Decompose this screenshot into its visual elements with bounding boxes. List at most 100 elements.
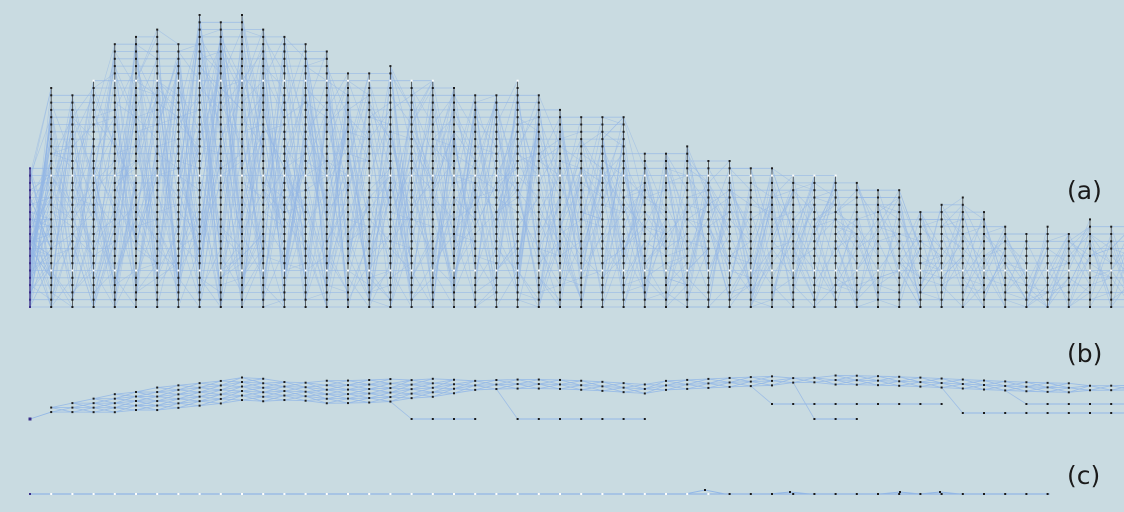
graph-edge	[538, 197, 561, 235]
graph-node	[622, 181, 625, 184]
graph-edge	[432, 160, 455, 191]
graph-node	[559, 284, 561, 287]
graph-edge	[347, 73, 370, 147]
graph-node	[219, 233, 222, 235]
graph-node	[537, 254, 540, 257]
graph-node	[135, 116, 137, 119]
graph-edge	[644, 182, 667, 235]
graph-node	[50, 108, 53, 111]
graph-node	[622, 262, 625, 265]
graph-node	[961, 254, 964, 257]
graph-node	[156, 247, 159, 250]
graph-node	[749, 203, 752, 206]
graph-node	[219, 262, 222, 265]
graph-node	[431, 211, 434, 214]
graph-node	[983, 306, 985, 308]
graph-node	[855, 225, 858, 228]
graph-edge	[538, 131, 561, 271]
graph-edge	[326, 153, 349, 249]
graph-node	[559, 123, 561, 126]
graph-node	[495, 116, 498, 119]
graph-edge	[305, 160, 327, 176]
graph-node	[474, 181, 477, 184]
graph-node	[601, 247, 604, 250]
graph-edge	[580, 168, 603, 278]
graph-node	[219, 203, 222, 206]
graph-edge	[1068, 248, 1091, 286]
graph-node	[368, 72, 371, 75]
graph-node	[71, 291, 74, 294]
graph-edge	[665, 175, 688, 184]
graph-edge	[708, 182, 730, 278]
graph-node	[304, 218, 307, 221]
graph-node	[241, 284, 243, 287]
graph-node	[219, 167, 222, 170]
graph-node	[219, 254, 222, 257]
graph-edge	[135, 80, 158, 96]
graph-node	[113, 138, 116, 141]
graph-edge	[835, 219, 857, 235]
graph-edge	[326, 124, 349, 176]
graph-node	[919, 218, 922, 221]
graph-node	[771, 233, 773, 235]
graph-edge	[708, 168, 730, 205]
graph-edge	[729, 211, 752, 264]
graph-node	[580, 138, 583, 141]
graph-edge	[178, 43, 200, 52]
graph-node	[771, 254, 773, 257]
graph-edge	[368, 182, 391, 308]
graph-edge	[135, 29, 158, 81]
graph-node	[347, 269, 349, 272]
graph-edge	[220, 29, 243, 81]
graph-edge	[29, 197, 52, 286]
graph-node	[771, 269, 773, 272]
graph-node	[431, 284, 434, 287]
graph-node	[643, 174, 646, 177]
graph-node	[622, 306, 625, 308]
graph-node	[92, 225, 95, 228]
graph-node	[325, 225, 328, 228]
graph-node	[1067, 269, 1070, 272]
graph-edge	[284, 95, 306, 176]
graph-node	[707, 196, 710, 199]
graph-edge	[580, 138, 603, 191]
graph-node	[347, 181, 349, 184]
graph-node	[601, 225, 604, 228]
graph-node	[559, 254, 561, 257]
graph-node	[241, 87, 243, 89]
graph-edge	[792, 284, 815, 308]
graph-edge	[877, 233, 900, 242]
graph-edge	[644, 211, 667, 249]
graph-edge	[453, 204, 476, 220]
graph-node	[113, 203, 116, 206]
graph-node	[877, 225, 879, 228]
graph-node	[431, 174, 434, 177]
graph-node	[347, 233, 349, 235]
graph-node	[919, 211, 922, 214]
graph-node	[262, 233, 265, 235]
graph-edge	[1068, 226, 1091, 242]
graph-node	[792, 284, 795, 287]
graph-node	[283, 87, 286, 89]
graph-node	[325, 57, 328, 60]
graph-node	[1046, 254, 1049, 257]
graph-node	[495, 138, 498, 141]
graph-edge	[517, 131, 540, 286]
graph-edge	[29, 233, 52, 242]
graph-edge	[538, 131, 561, 227]
graph-edge	[220, 233, 243, 257]
graph-node	[283, 254, 286, 257]
graph-edge	[50, 168, 73, 293]
graph-node	[347, 87, 349, 89]
graph-edge	[390, 131, 412, 242]
graph-node	[156, 233, 159, 235]
graph-edge	[29, 211, 52, 220]
graph-node	[113, 101, 116, 104]
graph-node	[241, 174, 243, 177]
graph-edge	[877, 270, 900, 279]
graph-edge	[665, 197, 688, 308]
graph-node	[686, 233, 689, 235]
graph-edge	[156, 66, 179, 154]
graph-node	[262, 116, 265, 119]
graph-edge	[474, 95, 497, 183]
